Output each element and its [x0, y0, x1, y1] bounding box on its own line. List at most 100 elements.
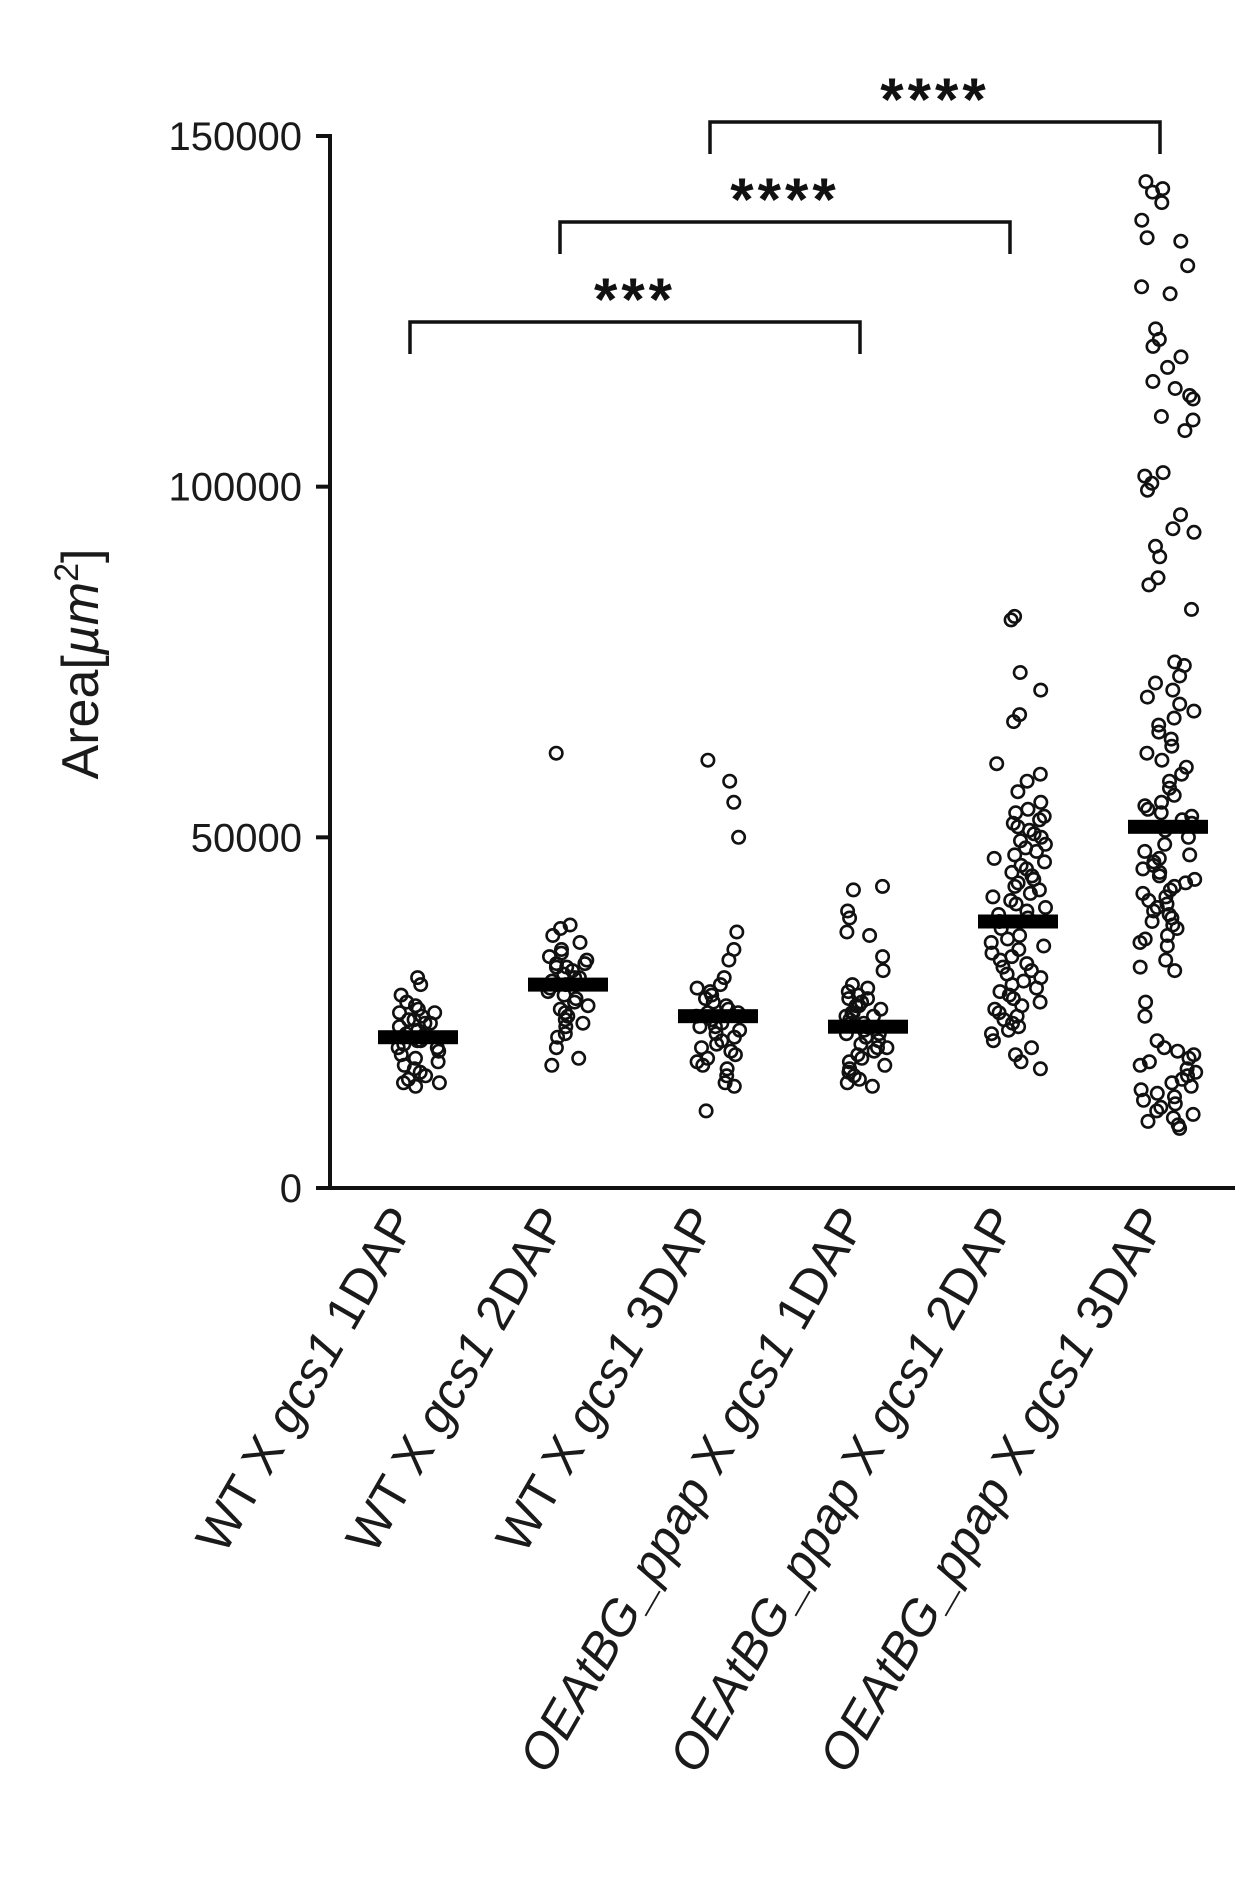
- y-axis-title-unit: µm: [52, 582, 110, 656]
- data-point: [1140, 1113, 1156, 1129]
- data-point: [391, 1005, 407, 1021]
- data-point: [418, 1068, 434, 1084]
- data-point: [431, 1043, 447, 1059]
- x-category-label-part: 2DAP: [907, 1198, 1028, 1351]
- data-point: [580, 998, 596, 1014]
- y-tick-label: 0: [280, 1167, 302, 1211]
- data-point: [1164, 1075, 1180, 1091]
- data-point: [558, 1019, 574, 1035]
- data-point: [413, 977, 429, 993]
- data-point: [572, 934, 588, 950]
- significance-bracket: [408, 320, 862, 354]
- data-point: [717, 1075, 733, 1091]
- data-point: [985, 889, 1001, 905]
- mean-bar: [528, 977, 608, 992]
- data-point: [860, 980, 876, 996]
- data-point: [1010, 875, 1026, 891]
- data-point: [575, 1015, 591, 1031]
- data-point: [1165, 682, 1181, 698]
- data-point: [709, 1036, 725, 1052]
- data-point: [1137, 798, 1153, 814]
- data-point: [1184, 601, 1200, 617]
- x-category-label-part: WT X: [485, 1414, 602, 1561]
- data-point: [1174, 766, 1190, 782]
- data-point: [1032, 812, 1048, 828]
- data-point: [1148, 675, 1164, 691]
- data-point: [1173, 349, 1189, 365]
- data-point: [1135, 861, 1151, 877]
- y-axis-ticks: 0 50000 100000 150000: [169, 115, 330, 1211]
- data-point: [841, 1054, 857, 1070]
- data-point: [1145, 373, 1161, 389]
- data-point: [700, 752, 716, 768]
- data-point: [873, 1001, 889, 1017]
- data-point: [1037, 854, 1053, 870]
- data-point: [1134, 279, 1150, 295]
- data-point: [1032, 994, 1048, 1010]
- data-point: [1033, 682, 1049, 698]
- data-point: [842, 910, 858, 926]
- data-point: [1170, 1043, 1186, 1059]
- data-point: [1182, 847, 1198, 863]
- data-point: [1139, 689, 1155, 705]
- data-point: [550, 1029, 566, 1045]
- data-point: [1132, 1057, 1148, 1073]
- data-point: [864, 1078, 880, 1094]
- data-point: [562, 917, 578, 933]
- data-point: [1151, 717, 1167, 733]
- data-point: [1166, 787, 1182, 803]
- data-point: [874, 878, 890, 894]
- data-point: [430, 1054, 446, 1070]
- data-point: [1153, 805, 1169, 821]
- data-point: [1159, 938, 1175, 954]
- data-point: [1149, 1103, 1165, 1119]
- data-point: [992, 952, 1008, 968]
- axes: [328, 134, 1235, 1190]
- y-axis-title: Area[µm2]: [48, 549, 110, 780]
- data-point: [1020, 801, 1036, 817]
- data-point: [1138, 994, 1154, 1010]
- data-point: [1163, 731, 1179, 747]
- data-point: [1138, 174, 1154, 190]
- y-axis-title-close: ]: [52, 549, 110, 563]
- data-point: [566, 994, 582, 1010]
- data-point: [1172, 668, 1188, 684]
- data-point: [1173, 233, 1189, 249]
- data-point: [408, 1078, 424, 1094]
- data-point: [1008, 896, 1024, 912]
- data-point: [1149, 899, 1165, 915]
- data-point: [407, 998, 423, 1014]
- data-point: [726, 1078, 742, 1094]
- data-point: [1187, 871, 1203, 887]
- data-point: [1003, 612, 1019, 628]
- data-point: [548, 1040, 564, 1056]
- data-point: [1149, 1085, 1165, 1101]
- data-point: [1134, 212, 1150, 228]
- data-point: [1172, 696, 1188, 712]
- x-category-label-part: 1DAP: [757, 1198, 878, 1351]
- x-category-label-part: 3DAP: [607, 1198, 728, 1351]
- y-axis-title-superscript: 2: [48, 563, 86, 582]
- data-point: [1032, 766, 1048, 782]
- data-point: [1013, 1054, 1029, 1070]
- data-point: [695, 1057, 711, 1073]
- data-point: [1151, 724, 1167, 740]
- data-point: [1164, 738, 1180, 754]
- y-tick-label: 150000: [169, 115, 302, 159]
- data-point: [407, 1050, 423, 1066]
- data-point: [693, 1040, 709, 1056]
- data-point: [1136, 1092, 1152, 1108]
- data-point: [1162, 773, 1178, 789]
- significance-bracket: [558, 220, 1012, 254]
- data-point: [1167, 1096, 1183, 1112]
- data-point: [1186, 524, 1202, 540]
- significance-label: ***: [594, 266, 676, 333]
- data-point: [1029, 843, 1045, 859]
- data-point: [1183, 1078, 1199, 1094]
- data-point: [1007, 608, 1023, 624]
- data-point: [577, 956, 593, 972]
- data-point: [1172, 1120, 1188, 1136]
- data-point: [1177, 423, 1193, 439]
